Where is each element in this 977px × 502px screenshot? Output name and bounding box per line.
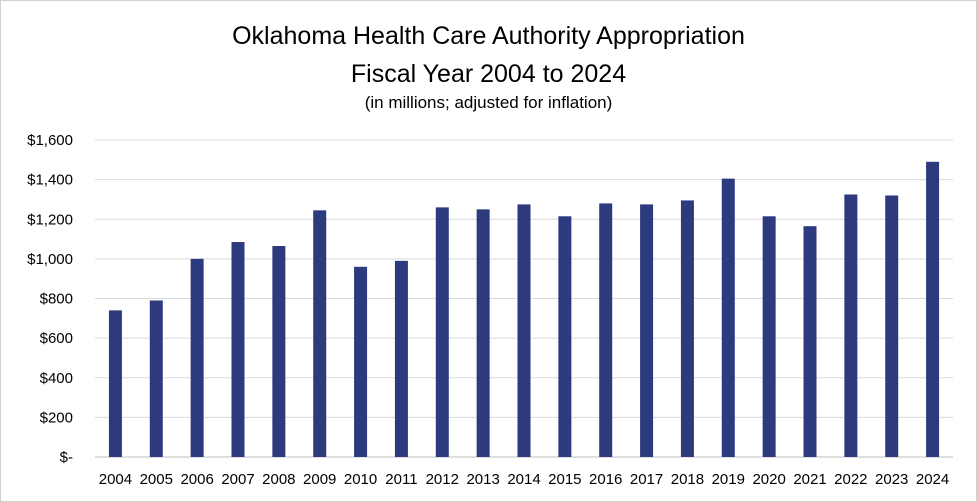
bar bbox=[394, 260, 408, 457]
bar bbox=[803, 226, 817, 457]
bar bbox=[231, 242, 245, 457]
x-tick-label: 2019 bbox=[712, 471, 745, 488]
x-tick-label: 2023 bbox=[875, 471, 908, 488]
y-tick-label: $200 bbox=[40, 409, 73, 426]
x-tick-label: 2021 bbox=[793, 471, 826, 488]
x-tick-label: 2007 bbox=[221, 471, 254, 488]
x-tick-label: 2006 bbox=[180, 471, 213, 488]
chart-subtitle: (in millions; adjusted for inflation) bbox=[364, 93, 613, 112]
y-tick-label: $- bbox=[60, 449, 73, 466]
bar bbox=[640, 204, 654, 457]
bar bbox=[108, 310, 122, 457]
bar bbox=[190, 258, 204, 457]
x-tick-label: 2011 bbox=[385, 471, 417, 488]
x-tick-label: 2017 bbox=[630, 471, 663, 488]
chart-title-line2: Fiscal Year 2004 to 2024 bbox=[350, 60, 627, 88]
y-tick-label: $1,200 bbox=[27, 211, 73, 228]
bar bbox=[721, 178, 735, 457]
y-tick-label: $400 bbox=[40, 370, 73, 387]
bar bbox=[517, 204, 531, 457]
y-tick-label: $1,400 bbox=[27, 172, 73, 189]
bar bbox=[313, 210, 327, 457]
bar bbox=[558, 216, 572, 457]
y-tick-label: $1,000 bbox=[27, 251, 73, 268]
y-tick-label: $800 bbox=[40, 291, 73, 308]
x-tick-label: 2013 bbox=[466, 471, 499, 488]
bar bbox=[885, 195, 899, 457]
x-tick-label: 2022 bbox=[834, 471, 867, 488]
x-tick-label: 2012 bbox=[426, 471, 459, 488]
bar bbox=[435, 207, 449, 457]
x-tick-label: 2005 bbox=[140, 471, 173, 488]
bar bbox=[844, 194, 858, 457]
bar bbox=[599, 203, 613, 457]
bar bbox=[272, 245, 286, 457]
x-tick-label: 2020 bbox=[752, 471, 785, 488]
x-tick-label: 2016 bbox=[589, 471, 622, 488]
y-tick-label: $1,600 bbox=[27, 132, 73, 149]
bar bbox=[762, 216, 776, 457]
x-tick-label: 2009 bbox=[303, 471, 336, 488]
x-tick-label: 2004 bbox=[99, 471, 132, 488]
x-tick-label: 2018 bbox=[671, 471, 704, 488]
bar bbox=[149, 300, 163, 457]
bar bbox=[476, 209, 490, 457]
bar bbox=[926, 161, 940, 457]
x-tick-label: 2024 bbox=[916, 471, 949, 488]
x-tick-label: 2010 bbox=[344, 471, 377, 488]
y-tick-label: $600 bbox=[40, 330, 73, 347]
bar bbox=[680, 200, 694, 457]
x-tick-label: 2008 bbox=[262, 471, 295, 488]
x-tick-label: 2014 bbox=[507, 471, 540, 488]
bar bbox=[354, 266, 368, 457]
x-tick-label: 2015 bbox=[548, 471, 581, 488]
chart-title: Oklahoma Health Care Authority Appropria… bbox=[232, 22, 745, 50]
